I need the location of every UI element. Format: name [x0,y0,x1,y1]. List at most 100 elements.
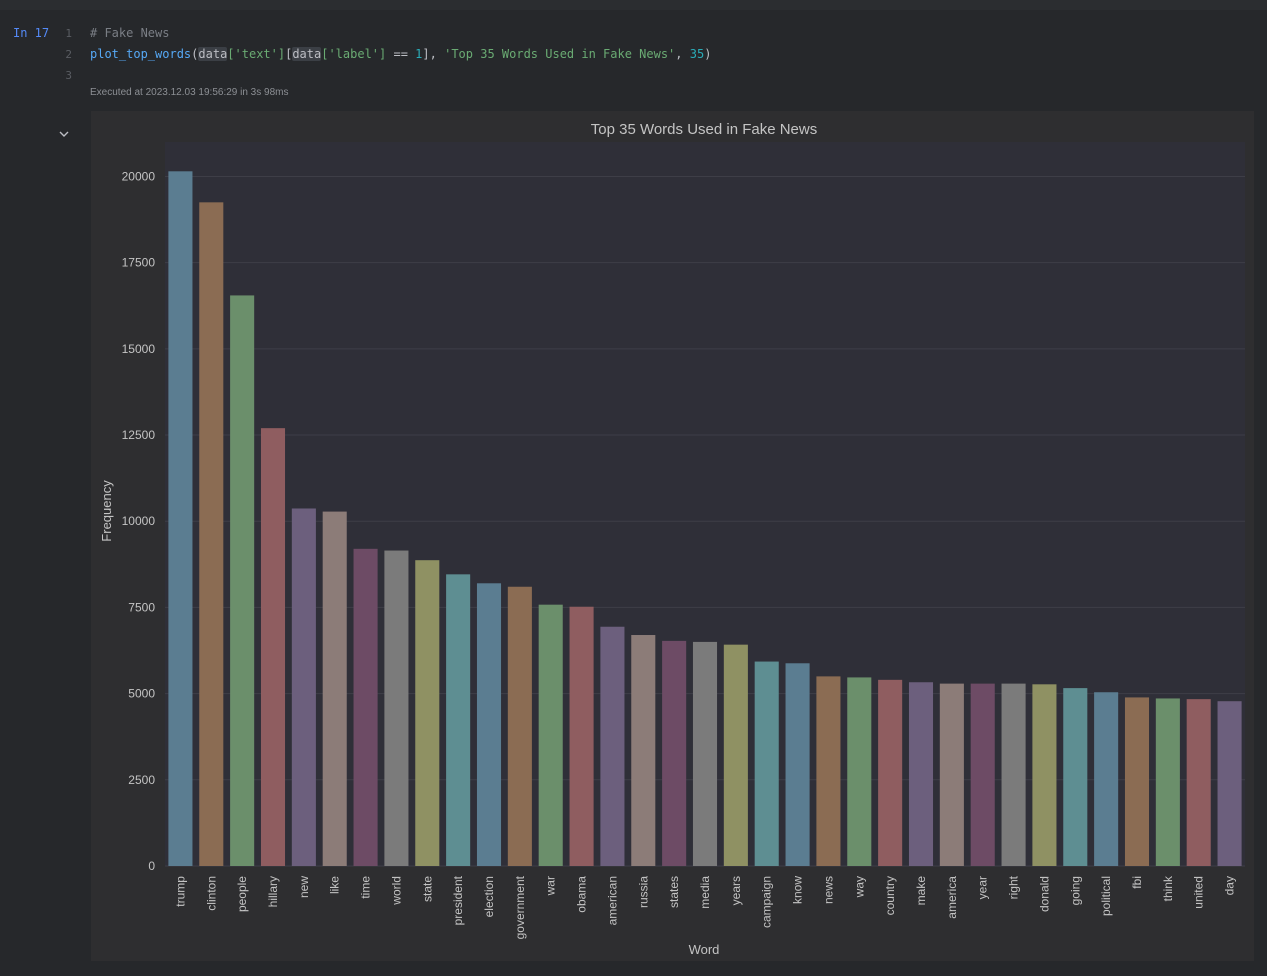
x-axis-ticks: trump clinton people hillary new like time worl… [173,875,1236,939]
y-tick-label: 5000 [128,687,155,701]
bar-obama [569,606,594,866]
y-tick-label: 2500 [128,773,155,787]
code-string: ['label'] [321,47,387,61]
code-string: 'Top 35 Words Used in Fake News' [444,47,676,61]
x-tick-label: media [698,876,712,909]
code-comment: # Fake News [90,26,170,40]
x-tick-label: way [852,876,866,898]
x-tick-label: people [235,876,249,912]
bar-political [1094,692,1119,866]
bars [168,171,1242,867]
bar-year [970,683,995,866]
x-tick-label: think [1161,875,1175,901]
code-operator: == [386,47,416,61]
bar-united [1186,699,1211,866]
x-tick-label: campaign [760,876,774,928]
y-tick-label: 12500 [122,428,156,442]
y-tick-label: 17500 [122,256,156,270]
line-number: 1 [65,27,72,40]
code-number: 1 [415,47,423,61]
y-tick-label: 15000 [122,342,156,356]
chevron-down-icon [59,131,69,137]
y-axis-label: Frequency [99,480,114,542]
bar-years [723,644,748,866]
x-tick-label: election [482,876,496,917]
bar-news [816,676,841,866]
code-punct: , [675,47,690,61]
x-tick-label: states [667,876,681,908]
x-tick-label: state [420,876,434,902]
bar-states [662,640,687,866]
bar-new [291,508,316,866]
x-tick-label: like [328,876,342,894]
x-tick-label: obama [575,876,589,913]
x-tick-label: right [1007,875,1021,899]
code-variable: data [292,47,322,61]
x-tick-label: united [1192,876,1206,909]
bar-time [353,548,378,866]
x-tick-label: country [883,876,897,915]
code-number: 35 [689,47,705,61]
y-axis-ticks: 0 2500 5000 7500 10000 12500 15000 17500 20000 [122,169,156,873]
x-tick-label: make [914,876,928,906]
x-tick-label: president [451,875,465,925]
bar-know [785,663,810,866]
collapse-output-button[interactable] [57,126,71,140]
bar-going [1063,688,1088,866]
bar-campaign [754,661,779,866]
code-line-2[interactable]: plot_top_words(data['text'][data['label'… [90,47,711,61]
bar-hillary [260,428,286,866]
x-tick-label: trump [173,876,187,907]
x-tick-label: year [976,876,990,899]
bar-fbi [1124,697,1150,866]
bar-think [1155,698,1180,866]
x-tick-label: hillary [266,876,280,907]
x-tick-label: day [1223,876,1237,895]
bar-way [847,677,872,866]
x-tick-label: going [1068,876,1082,905]
bar-chart: Top 35 Words Used in Fake News 0 2500 5000… [99,121,1245,957]
chart-title: Top 35 Words Used in Fake News [591,121,818,138]
x-tick-label: years [729,876,743,905]
line-number: 2 [65,48,72,61]
bar-america [939,683,964,866]
bar-make [908,682,934,866]
code-punct: ], [422,47,445,61]
bar-state [415,560,440,866]
bar-world [384,550,409,866]
bar-country [878,679,903,866]
bar-government [507,586,532,866]
x-tick-label: political [1099,876,1113,916]
execution-status: Executed at 2023.12.03 19:56:29 in 3s 98… [90,87,289,98]
y-tick-label: 20000 [122,169,156,183]
x-tick-label: donald [1037,876,1051,912]
x-tick-label: news [821,876,835,904]
notebook-cell[interactable]: In 17 1 2 3 # Fake News plot_top_words(d… [0,10,1267,976]
x-tick-label: world [389,876,403,906]
execution-count: In 17 [13,26,50,40]
x-tick-label: fbi [1130,876,1144,889]
bar-donald [1032,684,1057,866]
x-tick-label: government [513,875,527,939]
bar-clinton [199,202,224,866]
y-tick-label: 0 [148,859,155,873]
line-number: 3 [65,69,72,82]
code-function-name: plot_top_words [90,47,192,61]
x-tick-label: clinton [204,876,218,911]
x-tick-label: know [791,876,805,904]
code-string: ['text'] [227,47,286,61]
bar-president [446,574,471,866]
x-tick-label: time [359,876,373,899]
bar-like [322,511,347,866]
bar-media [692,641,718,866]
code-line-1[interactable]: # Fake News [90,26,169,40]
cell-output: Top 35 Words Used in Fake News 0 2500 5000… [91,111,1254,961]
code-punct: ) [704,47,712,61]
x-axis-label: Word [689,942,720,957]
top-strip [0,0,1267,10]
bar-right [1001,683,1026,866]
bar-election [476,583,502,866]
y-tick-label: 10000 [122,514,156,528]
bar-russia [631,635,656,866]
bar-people [230,295,255,866]
